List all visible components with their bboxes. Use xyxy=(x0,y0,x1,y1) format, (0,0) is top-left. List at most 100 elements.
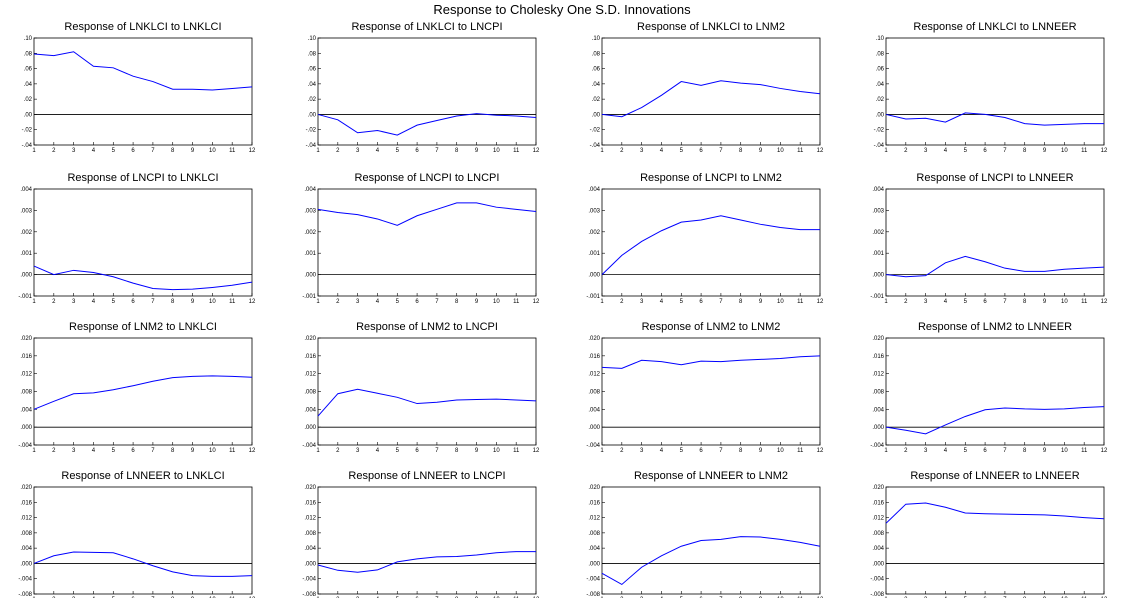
y-tick-label: .000 xyxy=(872,273,884,279)
x-tick-label: 1 xyxy=(884,448,888,454)
x-tick-label: 7 xyxy=(1003,148,1007,154)
y-tick-label: .004 xyxy=(588,407,600,413)
x-tick-label: 3 xyxy=(72,448,76,454)
x-tick-label: 10 xyxy=(1061,299,1068,305)
x-tick-label: 8 xyxy=(1023,299,1027,305)
y-tick-label: .004 xyxy=(20,546,32,552)
response-line xyxy=(601,215,820,275)
y-tick-label: .10 xyxy=(876,36,885,42)
x-tick-label: 6 xyxy=(699,148,703,154)
y-tick-label: .012 xyxy=(872,372,884,378)
y-tick-label: .10 xyxy=(308,36,317,42)
x-tick-label: 2 xyxy=(52,299,56,305)
x-tick-label: 6 xyxy=(983,148,987,154)
panel-frame xyxy=(317,337,537,446)
x-tick-label: 6 xyxy=(983,299,987,305)
response-line xyxy=(885,406,1105,435)
x-tick-label: 5 xyxy=(396,148,400,154)
x-tick-label: 7 xyxy=(435,299,439,305)
panel-frame xyxy=(317,188,537,297)
panel-frame xyxy=(33,188,253,297)
y-tick-label: .04 xyxy=(24,82,33,88)
x-tick-label: 7 xyxy=(151,448,155,454)
y-tick-label: .012 xyxy=(20,372,32,378)
y-tick-label: -.004 xyxy=(586,577,600,583)
x-tick-label: 11 xyxy=(513,448,520,454)
panel-title: Response of LNM2 to LNM2 xyxy=(642,321,781,333)
y-tick-label: .000 xyxy=(304,425,316,431)
x-tick-label: 10 xyxy=(209,148,216,154)
y-tick-label: .012 xyxy=(872,516,884,522)
y-tick-label: -.004 xyxy=(302,443,316,449)
x-tick-label: 6 xyxy=(131,148,135,154)
x-tick-label: 3 xyxy=(356,299,360,305)
x-tick-label: 12 xyxy=(817,148,824,154)
x-tick-label: 3 xyxy=(640,299,644,305)
y-tick-label: .00 xyxy=(24,112,33,118)
x-tick-label: 8 xyxy=(171,448,175,454)
x-tick-label: 3 xyxy=(72,148,76,154)
y-tick-label: .02 xyxy=(24,97,33,103)
x-tick-label: 7 xyxy=(435,148,439,154)
y-tick-label: .020 xyxy=(588,485,600,491)
y-tick-label: .04 xyxy=(308,82,317,88)
y-tick-label: .02 xyxy=(308,97,317,103)
x-tick-label: 3 xyxy=(72,299,76,305)
x-tick-label: 8 xyxy=(739,299,743,305)
x-tick-label: 5 xyxy=(964,448,968,454)
x-tick-label: 8 xyxy=(455,148,459,154)
x-tick-label: 9 xyxy=(1043,448,1047,454)
x-tick-label: 4 xyxy=(660,148,664,154)
y-tick-label: -.02 xyxy=(874,128,885,134)
response-line xyxy=(33,51,253,91)
y-tick-label: .04 xyxy=(876,82,885,88)
y-tick-label: .004 xyxy=(588,187,600,193)
panel-title: Response of LNKLCI to LNM2 xyxy=(637,21,785,33)
x-tick-label: 9 xyxy=(191,448,195,454)
x-tick-label: 2 xyxy=(620,148,624,154)
y-tick-label: .020 xyxy=(20,485,32,491)
y-tick-label: .06 xyxy=(24,67,33,73)
y-tick-label: -.008 xyxy=(18,592,32,598)
x-tick-label: 12 xyxy=(1101,448,1108,454)
x-tick-label: 8 xyxy=(739,148,743,154)
x-tick-label: 12 xyxy=(817,448,824,454)
x-tick-label: 6 xyxy=(415,299,419,305)
y-tick-label: .10 xyxy=(592,36,601,42)
y-tick-label: .002 xyxy=(20,230,32,236)
x-tick-label: 1 xyxy=(316,448,320,454)
y-tick-label: -.001 xyxy=(302,294,316,300)
x-tick-label: 1 xyxy=(600,448,604,454)
x-tick-label: 11 xyxy=(1081,299,1088,305)
y-tick-label: -.004 xyxy=(18,577,32,583)
panel-title: Response of LNM2 to LNNEER xyxy=(918,321,1072,333)
x-tick-label: 5 xyxy=(112,299,116,305)
y-tick-label: .000 xyxy=(20,425,32,431)
y-tick-label: .016 xyxy=(872,354,884,360)
y-tick-label: .001 xyxy=(304,251,316,257)
response-line xyxy=(601,80,821,118)
y-tick-label: -.04 xyxy=(874,143,885,149)
x-tick-label: 12 xyxy=(533,148,540,154)
response-line xyxy=(601,536,821,586)
x-tick-label: 7 xyxy=(719,448,723,454)
y-tick-label: .06 xyxy=(592,67,601,73)
y-tick-label: -.004 xyxy=(302,577,316,583)
x-tick-label: 1 xyxy=(600,299,604,305)
x-tick-label: 4 xyxy=(660,448,664,454)
y-tick-label: .00 xyxy=(308,112,317,118)
x-tick-label: 4 xyxy=(944,148,948,154)
y-tick-label: .000 xyxy=(588,273,600,279)
y-tick-label: .008 xyxy=(872,390,884,396)
y-tick-label: -.04 xyxy=(590,143,601,149)
y-tick-label: -.04 xyxy=(306,143,317,149)
x-tick-label: 12 xyxy=(817,299,824,305)
x-tick-label: 6 xyxy=(699,299,703,305)
x-tick-label: 2 xyxy=(620,448,624,454)
x-tick-label: 7 xyxy=(719,299,723,305)
panel-frame xyxy=(317,486,537,595)
y-tick-label: .016 xyxy=(872,500,884,506)
x-tick-label: 4 xyxy=(92,299,96,305)
y-tick-label: .08 xyxy=(308,51,317,57)
panel-frame xyxy=(33,37,253,146)
